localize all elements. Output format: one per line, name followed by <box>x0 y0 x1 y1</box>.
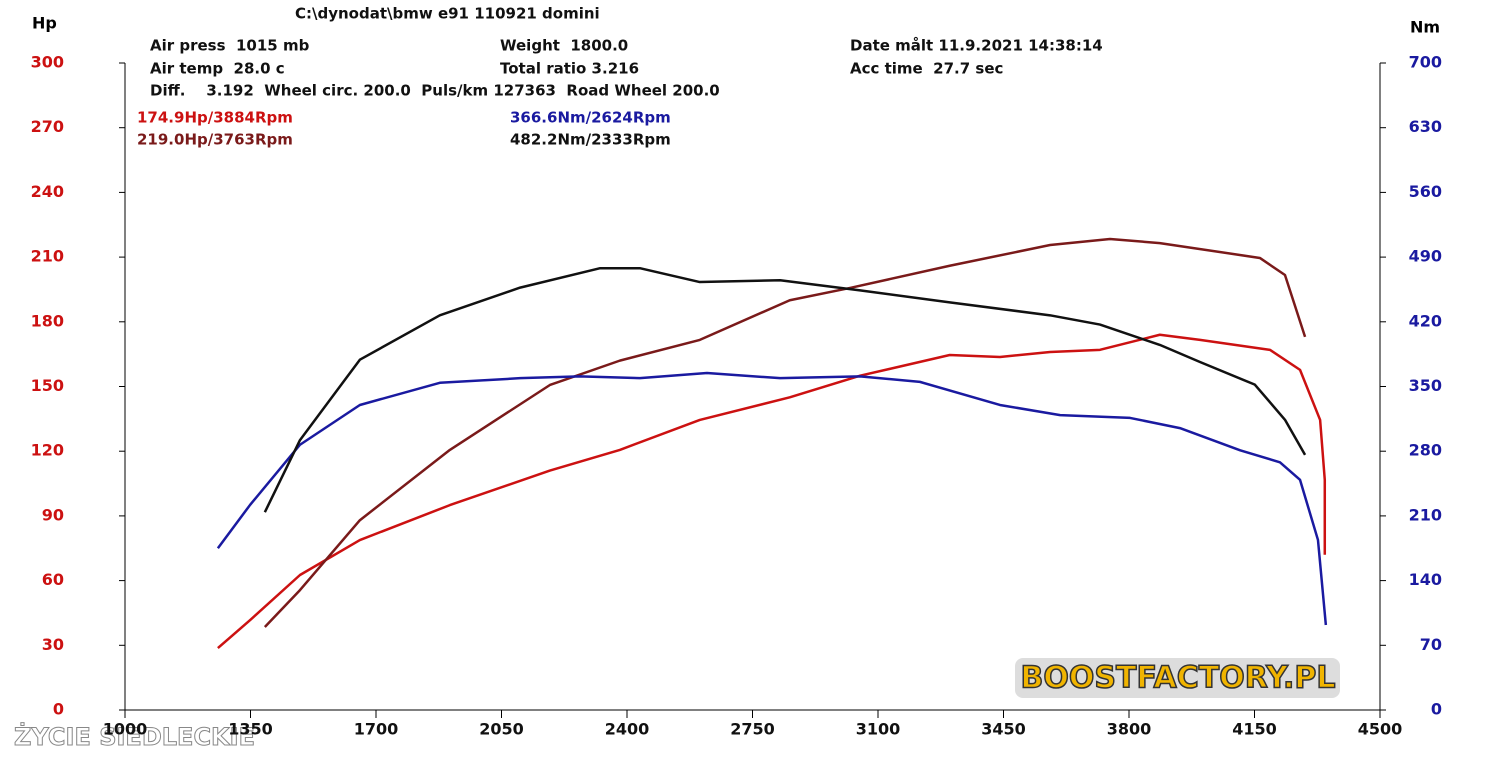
y-tick-label: 30 <box>42 635 64 654</box>
y-tick-label: 0 <box>53 700 64 719</box>
x-tick-label: 3800 <box>1107 720 1152 739</box>
info: Diff. 3.192 Wheel circ. 200.0 Puls/km 12… <box>150 82 720 100</box>
y-tick-label: 90 <box>42 505 64 524</box>
logo: BOOSTFACTORY.PL <box>1021 661 1336 696</box>
chart-title: C:\dynodat\bmw e91 110921 domini <box>295 5 600 23</box>
series-line <box>216 371 1328 626</box>
y2-tick-label: 280 <box>1409 441 1442 460</box>
series-line <box>217 333 1327 650</box>
watermark: ŻYCIE SIEDLECKIE <box>14 722 255 751</box>
logo-box <box>1015 658 1340 698</box>
info: Weight 1800.0 <box>500 37 628 55</box>
info: Acc time 27.7 sec <box>850 60 1003 78</box>
y-tick-label: 210 <box>31 247 64 266</box>
info: Air temp 28.0 c <box>150 60 285 78</box>
y-tick-label: 270 <box>31 117 64 136</box>
y-tick-label: 300 <box>31 53 64 72</box>
info: Total ratio 3.216 <box>500 60 639 78</box>
y-tick-label: 240 <box>31 182 64 201</box>
x-tick-label: 4500 <box>1358 720 1403 739</box>
y-tick-label: 120 <box>31 441 64 460</box>
x-tick-label: 1350 <box>228 720 273 739</box>
y-tick-label: 180 <box>31 311 64 330</box>
x-tick-label: 1000 <box>103 720 148 739</box>
y2-tick-label: 700 <box>1409 53 1442 72</box>
legend-entry: 366.6Nm/2624Rpm <box>510 109 671 127</box>
x-tick-label: 2050 <box>479 720 524 739</box>
legend-entry: 174.9Hp/3884Rpm <box>137 109 293 127</box>
x-tick-label: 3100 <box>856 720 901 739</box>
y-tick-label: 60 <box>42 570 64 589</box>
y2-tick-label: 70 <box>1420 635 1442 654</box>
y2-tick-label: 560 <box>1409 182 1442 201</box>
x-tick-label: 1700 <box>354 720 399 739</box>
y2-tick-label: 0 <box>1431 700 1442 719</box>
series-line <box>263 266 1307 513</box>
y2-tick-label: 140 <box>1409 570 1442 589</box>
y2-tick-label: 490 <box>1409 247 1442 266</box>
y-tick-label: 150 <box>31 376 64 395</box>
y2-tick-label: 420 <box>1409 311 1442 330</box>
y2-tick-label: 210 <box>1409 505 1442 524</box>
y2-tick-label: 350 <box>1409 376 1442 395</box>
y-axis-label: Hp <box>32 14 57 33</box>
info: Date målt 11.9.2021 14:38:14 <box>850 37 1103 55</box>
y2-axis-label: Nm <box>1410 18 1440 37</box>
x-tick-label: 4150 <box>1232 720 1277 739</box>
x-tick-label: 3450 <box>981 720 1026 739</box>
y2-tick-label: 630 <box>1409 117 1442 136</box>
info: Air press 1015 mb <box>150 37 310 55</box>
legend-entry: 482.2Nm/2333Rpm <box>510 131 671 149</box>
x-tick-label: 2750 <box>730 720 775 739</box>
legend-entry: 219.0Hp/3763Rpm <box>137 131 293 149</box>
series-line <box>263 237 1307 628</box>
x-tick-label: 2400 <box>605 720 650 739</box>
